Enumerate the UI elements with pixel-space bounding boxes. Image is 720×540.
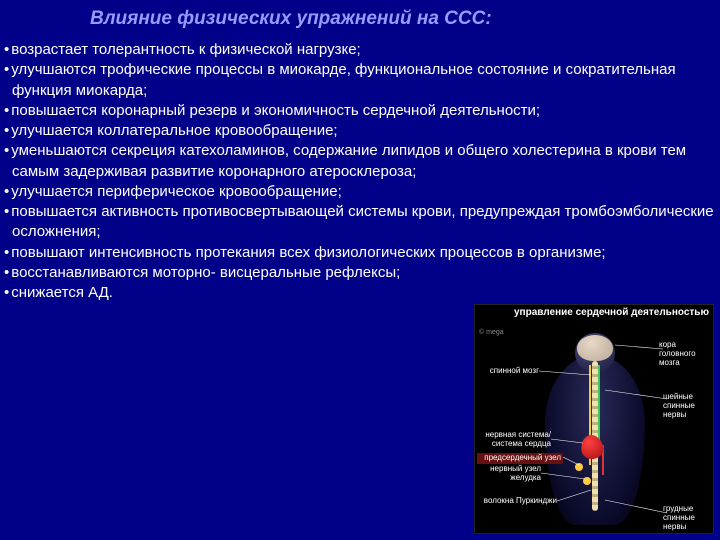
bullet-item: восстанавливаются моторно- висцеральные … [4,263,720,283]
label-brain-cortex: кора головного мозга [659,341,709,367]
slide-title: Влияние физических упражнений на ССС: [0,0,720,40]
bullet-list: возрастает толерантность к физической на… [0,40,720,303]
bullet-item: улучшается коллатеральное кровообращение… [4,121,720,141]
bullet-item: повышается активность противосвертывающе… [4,202,720,243]
label-thoracic-nerves: грудные спинные нервы [663,505,709,531]
label-preheart-node: предсердечный узел [477,453,563,464]
label-spinal-cord: спинной мозг [477,367,539,376]
bullet-item: повышается коронарный резерв и экономичн… [4,101,720,121]
bullet-item: улучшается периферическое кровообращение… [4,182,720,202]
bullet-item: уменьшаются секреция катехоламинов, соде… [4,141,720,182]
node-icon [575,463,583,471]
bullet-item: возрастает толерантность к физической на… [4,40,720,60]
bullet-item: повышают интенсивность протекания всех ф… [4,243,720,263]
label-purkinje: волокна Пуркинджи [477,497,557,506]
diagram-title: управление сердечной деятельностью [514,307,709,318]
label-nervous-system: нервная система/ система сердца [477,431,551,449]
diagram-copyright: © mega [479,329,504,336]
brain-icon [577,335,613,361]
label-stomach-node: нервный узел желудка [477,465,541,483]
label-cervical-nerves: шейные спинные нервы [663,393,709,419]
anatomy-diagram: управление сердечной деятельностью © meg… [474,304,714,534]
bullet-item: снижается АД. [4,283,720,303]
nerve-line [598,365,600,445]
bullet-item: улучшаются трофические процессы в миокар… [4,60,720,101]
node-icon [583,477,591,485]
